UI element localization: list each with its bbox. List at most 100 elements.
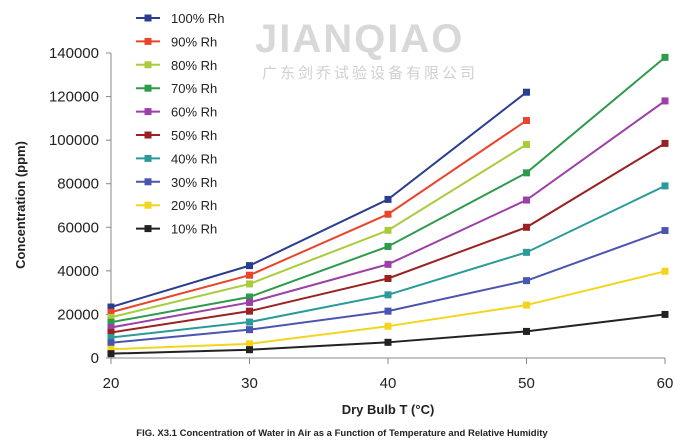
- series-70-rh: [107, 53, 669, 326]
- data-point: [107, 334, 115, 342]
- series-100-rh: [107, 88, 530, 311]
- x-tick-label: 60: [657, 375, 674, 392]
- data-point: [246, 271, 253, 279]
- legend-marker: [144, 225, 152, 233]
- legend-marker: [144, 14, 152, 22]
- legend-label: 70% Rh: [171, 81, 217, 96]
- y-tick-label: 0: [91, 350, 99, 367]
- data-point: [523, 196, 530, 204]
- watermark: JIANQIAO: [255, 17, 464, 61]
- figure-caption: FIG. X3.1 Concentration of Water in Air …: [136, 428, 548, 439]
- legend-label: 10% Rh: [171, 222, 217, 237]
- y-tick-label: 60000: [57, 219, 99, 236]
- data-point: [384, 322, 392, 330]
- data-point: [246, 262, 253, 270]
- series-90-rh: [107, 117, 530, 316]
- series-50-rh: [107, 139, 669, 337]
- legend-marker: [144, 131, 152, 139]
- data-point: [384, 195, 392, 203]
- legend: 100% Rh 90% Rh 80% Rh 70% Rh 60% Rh 50% Rh 40%…: [136, 11, 224, 237]
- data-point: [523, 327, 530, 335]
- data-point: [661, 139, 669, 147]
- series-30-rh: [107, 227, 669, 347]
- y-tick-label: 120000: [49, 89, 99, 106]
- data-point: [523, 169, 530, 177]
- data-point: [523, 248, 530, 256]
- data-point: [384, 291, 392, 299]
- series-line: [110, 142, 666, 334]
- data-point: [246, 340, 253, 348]
- x-tick-label: 40: [380, 375, 397, 392]
- x-tick-label: 50: [518, 375, 535, 392]
- data-point: [246, 280, 253, 288]
- data-point: [107, 318, 115, 326]
- data-point: [107, 329, 115, 337]
- legend-label: 60% Rh: [171, 105, 217, 120]
- data-point: [523, 223, 530, 231]
- legend-marker: [144, 84, 152, 92]
- data-point: [661, 97, 669, 105]
- x-tick-label: 30: [241, 375, 258, 392]
- data-point: [384, 242, 392, 250]
- data-point: [661, 53, 669, 61]
- x-tick-label: 20: [103, 375, 120, 392]
- series-10-rh: [107, 310, 669, 358]
- data-point: [246, 293, 253, 301]
- series-line: [110, 143, 528, 319]
- y-tick-label: 20000: [57, 306, 99, 323]
- data-point: [107, 345, 115, 353]
- data-point: [246, 307, 253, 315]
- legend-label: 90% Rh: [171, 34, 217, 49]
- y-axis-label: Concentration (ppm): [13, 141, 28, 269]
- legend-marker: [144, 37, 152, 45]
- legend-marker: [144, 154, 152, 162]
- data-point: [384, 307, 392, 315]
- data-point: [107, 313, 115, 321]
- x-axis-label: Dry Bulb T (°C): [342, 402, 435, 417]
- data-point: [246, 326, 253, 334]
- series-20-rh: [107, 267, 669, 353]
- data-point: [384, 210, 392, 218]
- axes: 0 20000 40000 60000 80000 100000 120000 140000 2…: [49, 45, 673, 392]
- data-point: [523, 277, 530, 285]
- data-point: [246, 298, 253, 306]
- legend-marker: [144, 178, 152, 186]
- legend-marker: [144, 201, 152, 209]
- series-40-rh: [107, 182, 669, 342]
- legend-label: 100% Rh: [171, 11, 224, 26]
- data-point: [523, 301, 530, 309]
- data-point: [107, 324, 115, 331]
- data-point: [523, 141, 530, 148]
- legend-label: 50% Rh: [171, 128, 217, 143]
- data-point: [523, 117, 530, 125]
- data-point: [384, 338, 392, 346]
- data-point: [107, 350, 115, 358]
- series-80-rh: [107, 141, 530, 321]
- legend-label: 40% Rh: [171, 151, 217, 166]
- legend-marker: [144, 61, 152, 69]
- data-point: [384, 274, 392, 282]
- y-tick-label: 80000: [57, 176, 99, 193]
- data-point: [661, 182, 669, 190]
- legend-marker: [144, 108, 152, 116]
- watermark-subtext: 广东剑乔试验设备有限公司: [262, 65, 478, 82]
- data-point: [107, 308, 115, 316]
- data-point: [661, 227, 669, 235]
- data-point: [523, 88, 530, 96]
- y-tick-label: 140000: [49, 45, 99, 62]
- data-point: [384, 260, 392, 268]
- data-point: [107, 303, 115, 311]
- data-point: [246, 346, 253, 354]
- legend-label: 30% Rh: [171, 175, 217, 190]
- legend-label: 80% Rh: [171, 58, 217, 73]
- series-line: [110, 119, 528, 314]
- series-60-rh: [107, 97, 669, 331]
- y-tick-label: 40000: [57, 263, 99, 280]
- data-point: [661, 267, 669, 275]
- series-group: [107, 53, 669, 358]
- data-point: [107, 339, 115, 347]
- legend-label: 20% Rh: [171, 198, 217, 213]
- data-point: [384, 226, 392, 234]
- y-tick-label: 100000: [49, 132, 99, 149]
